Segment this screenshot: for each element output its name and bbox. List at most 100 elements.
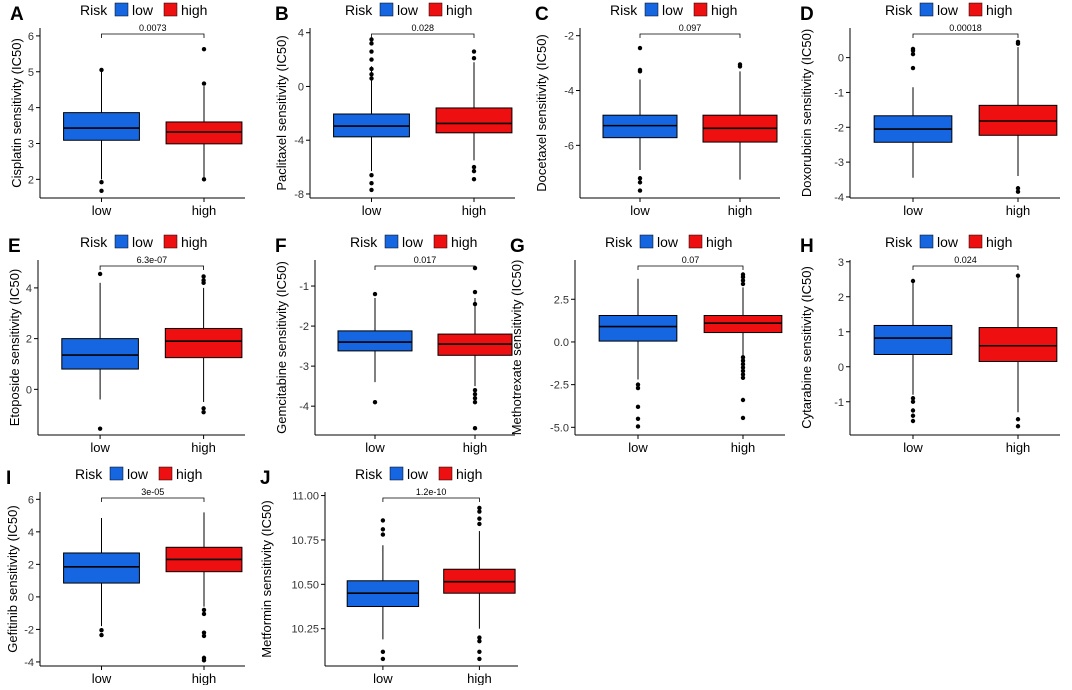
y-tick-label: 2 xyxy=(838,292,844,304)
y-tick-label: 10.75 xyxy=(291,535,319,547)
significance-bracket xyxy=(639,33,741,38)
y-tick-label: -2 xyxy=(564,31,574,43)
y-tick-label: -4 xyxy=(24,657,34,669)
outlier-point xyxy=(369,172,374,178)
outlier-point xyxy=(369,187,374,193)
outlier-point xyxy=(740,372,746,377)
y-tick-label: -2 xyxy=(299,321,309,333)
y-tick-label: 4 xyxy=(28,527,34,539)
y-tick-label: 6 xyxy=(28,494,34,506)
legend-label-low: low xyxy=(407,466,429,482)
outlier-point xyxy=(1015,417,1021,422)
outlier-point xyxy=(635,382,641,387)
y-axis-label: Paclitaxel sensitivity (IC50) xyxy=(274,35,289,190)
y-tick-label: 6 xyxy=(28,31,34,43)
outlier-point xyxy=(201,81,207,86)
outlier-point xyxy=(372,291,378,297)
outlier-point xyxy=(910,65,916,71)
panel-letter: F xyxy=(275,236,287,257)
y-tick-label: 4 xyxy=(28,103,34,115)
outlier-point xyxy=(472,399,478,405)
legend-swatch-high xyxy=(163,234,178,249)
legend-label-high: high xyxy=(456,466,482,482)
outlier-point xyxy=(740,358,746,363)
outlier-point xyxy=(910,46,916,52)
outlier-point xyxy=(471,56,477,61)
legend-swatch-low xyxy=(384,234,399,249)
y-tick-label: 0 xyxy=(298,81,304,93)
outlier-point xyxy=(635,404,641,410)
legend-title: Risk xyxy=(350,234,378,250)
outlier-point xyxy=(637,180,643,185)
outlier-point xyxy=(99,180,104,185)
outlier-point xyxy=(740,361,746,367)
p-value-label: 0.07 xyxy=(682,255,700,265)
y-axis-label: Cytarabine sensitivity (IC50) xyxy=(799,266,814,429)
outlier-point xyxy=(201,611,207,617)
outlier-point xyxy=(471,164,477,170)
panel-letter: G xyxy=(510,236,525,257)
outlier-point xyxy=(369,72,374,77)
significance-bracket xyxy=(101,497,205,502)
box-low xyxy=(337,330,413,352)
y-axis-label: Metformin sensitivity (IC50) xyxy=(259,500,274,657)
y-tick-label: -1 xyxy=(834,397,844,409)
outlier-point xyxy=(472,425,478,431)
panel-letter: A xyxy=(10,4,24,25)
outlier-point xyxy=(472,391,478,397)
legend-swatch-low xyxy=(114,234,129,249)
outlier-point xyxy=(637,188,643,193)
y-tick-label: 4 xyxy=(298,28,304,40)
outlier-point xyxy=(380,518,386,523)
legend-swatch-low xyxy=(389,466,404,481)
outlier-point xyxy=(1015,424,1021,429)
outlier-point xyxy=(477,656,482,662)
legend-label-low: low xyxy=(662,2,684,18)
y-tick-label: -1 xyxy=(299,281,309,293)
significance-bracket xyxy=(371,33,475,38)
outlier-point xyxy=(471,176,477,182)
legend-swatch-low xyxy=(114,2,129,17)
x-tick-label: low xyxy=(628,440,648,455)
outlier-point xyxy=(201,607,207,613)
outlier-point xyxy=(740,272,746,277)
outlier-point xyxy=(637,45,643,51)
legend-label-high: high xyxy=(986,234,1012,250)
outlier-point xyxy=(635,424,641,429)
outlier-point xyxy=(637,69,643,74)
p-value-label: 1.2e-10 xyxy=(416,487,447,497)
box-low xyxy=(63,112,140,141)
x-tick-label: low xyxy=(90,440,110,455)
outlier-point xyxy=(99,632,104,638)
box-low xyxy=(598,314,678,342)
legend-label-high: high xyxy=(181,234,207,250)
legend-swatch-low xyxy=(639,234,654,249)
legend-swatch-low xyxy=(919,234,934,249)
significance-bracket xyxy=(101,33,205,38)
legend-swatch-high xyxy=(968,234,983,249)
legend-title: Risk xyxy=(355,466,383,482)
legend-swatch-high xyxy=(158,466,173,481)
y-tick-label: 5 xyxy=(28,67,34,79)
y-tick-label: -3 xyxy=(299,361,309,373)
outlier-point xyxy=(1015,189,1021,194)
p-value-label: 0.017 xyxy=(414,255,437,265)
significance-bracket xyxy=(912,33,1019,38)
outlier-point xyxy=(1015,273,1021,278)
y-tick-label: -6 xyxy=(564,140,574,152)
y-tick-label: -4 xyxy=(834,192,844,204)
outlier-point xyxy=(910,413,916,418)
legend-swatch-low xyxy=(109,466,124,481)
outlier-point xyxy=(97,271,103,277)
outlier-point xyxy=(369,76,374,81)
box-low xyxy=(873,324,953,356)
outlier-point xyxy=(472,395,478,401)
outlier-point xyxy=(477,509,482,514)
outlier-point xyxy=(99,628,104,633)
y-tick-label: -4 xyxy=(564,86,574,98)
y-axis-label: Docetaxel sensitivity (IC50) xyxy=(534,34,549,192)
outlier-point xyxy=(740,365,746,370)
panel-h: H Risk low high -1 0 1 2 3 Cytarabine sensitivity… xyxy=(799,234,1060,455)
outlier-point xyxy=(380,532,386,537)
